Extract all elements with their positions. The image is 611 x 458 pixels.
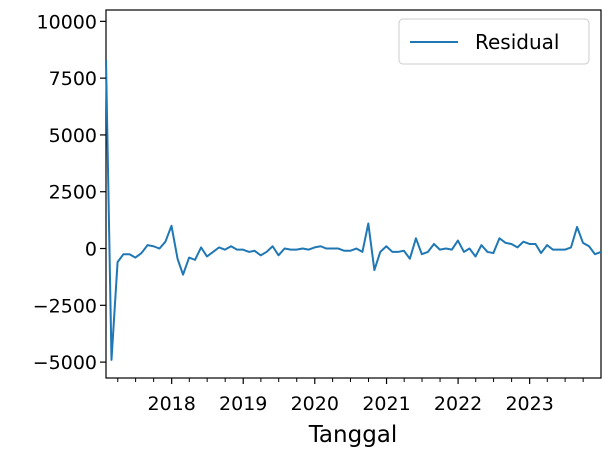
x-tick-label: 2022 xyxy=(434,393,482,415)
plot-area xyxy=(105,9,602,379)
y-tick-label: −2500 xyxy=(33,295,97,317)
x-axis: 2018 2019 2020 2021 2022 2023 xyxy=(117,378,584,415)
y-tick-label: 2500 xyxy=(49,182,97,204)
x-tick-label: 2021 xyxy=(362,393,410,415)
y-tick-label: −5000 xyxy=(33,352,97,374)
y-tick-label: 5000 xyxy=(49,125,97,147)
plot-frame xyxy=(105,9,602,379)
x-axis-title: Tanggal xyxy=(308,422,398,448)
x-tick-label: 2019 xyxy=(219,393,267,415)
y-axis: 10000 7500 5000 2500 0 −2500 −5000 xyxy=(33,11,106,374)
legend-label-residual: Residual xyxy=(475,30,559,54)
legend: Residual xyxy=(398,18,590,65)
y-tick-label: 0 xyxy=(85,239,97,261)
legend-box xyxy=(398,18,590,65)
x-tick-label: 2018 xyxy=(147,393,195,415)
y-tick-label: 7500 xyxy=(49,68,97,90)
x-tick-label: 2020 xyxy=(291,393,339,415)
y-tick-label: 10000 xyxy=(37,11,97,33)
x-tick-label: 2023 xyxy=(505,393,553,415)
residual-series-line xyxy=(105,59,602,361)
